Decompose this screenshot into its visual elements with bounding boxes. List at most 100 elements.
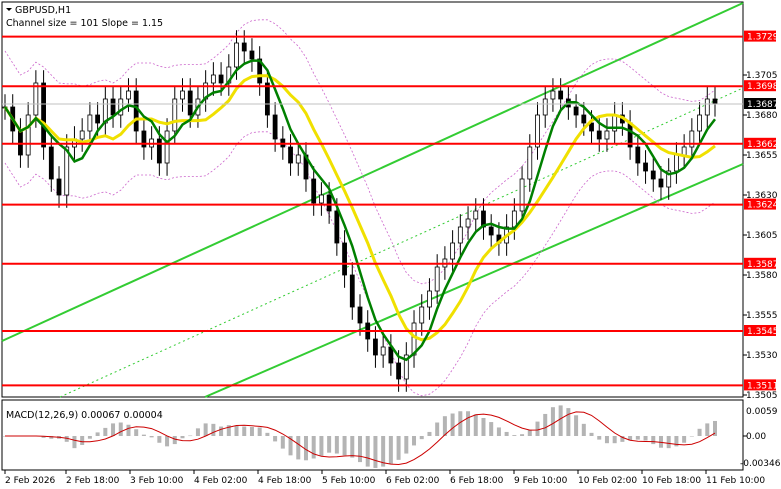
macd-bar bbox=[358, 436, 362, 463]
time-tick-label: 2 Feb 18:00 bbox=[66, 476, 120, 486]
macd-panel[interactable] bbox=[1, 399, 744, 471]
candle-body bbox=[465, 218, 471, 228]
macd-bar bbox=[427, 431, 432, 436]
macd-bar bbox=[604, 436, 609, 444]
time-tick-label: 11 Feb 10:00 bbox=[706, 476, 765, 486]
macd-bar bbox=[435, 422, 440, 436]
candle-body bbox=[41, 82, 46, 148]
macd-bar bbox=[219, 426, 224, 436]
macd-bar bbox=[111, 423, 116, 436]
candle-body bbox=[434, 266, 440, 292]
macd-bar bbox=[504, 431, 509, 436]
candle-body bbox=[87, 114, 93, 132]
macd-bar bbox=[574, 415, 579, 436]
price-tick-label: 1.3555 bbox=[746, 311, 778, 321]
macd-bar bbox=[95, 432, 100, 436]
candle-body bbox=[141, 130, 147, 148]
candle-body bbox=[473, 210, 479, 220]
macd-bar bbox=[180, 436, 185, 439]
macd-bar bbox=[350, 436, 355, 458]
macd-bar bbox=[419, 436, 424, 440]
price-tick-label: 1.3530 bbox=[746, 351, 778, 361]
level-tag bbox=[744, 137, 776, 149]
candle-body bbox=[288, 146, 293, 164]
time-tick-label: 10 Feb 02:00 bbox=[578, 476, 637, 486]
macd-bar bbox=[265, 432, 270, 436]
candle-body bbox=[519, 178, 525, 212]
level-tag bbox=[744, 198, 776, 210]
candle-body bbox=[419, 306, 425, 324]
price-axis: 1.37051.36801.36551.36301.36051.35801.35… bbox=[743, 71, 778, 401]
candle-body bbox=[272, 114, 278, 140]
macd-bar bbox=[404, 436, 409, 454]
macd-bar bbox=[195, 428, 200, 436]
macd-bar bbox=[689, 436, 694, 437]
candle-body bbox=[666, 170, 672, 188]
candle-body bbox=[295, 154, 301, 164]
macd-bar bbox=[558, 405, 563, 436]
time-tick-label: 3 Feb 10:00 bbox=[130, 476, 184, 486]
candle-body bbox=[357, 306, 363, 324]
macd-bar bbox=[327, 436, 332, 453]
candle-body bbox=[56, 178, 62, 196]
level-tag bbox=[744, 325, 776, 336]
dropdown-triangle-icon[interactable] bbox=[6, 8, 12, 11]
time-tick-label: 10 Feb 18:00 bbox=[642, 476, 701, 486]
macd-bar bbox=[388, 436, 393, 464]
macd-bar bbox=[257, 427, 262, 436]
macd-label: MACD(12,26,9) 0.00067 0.00004 bbox=[6, 410, 163, 421]
macd-bar bbox=[41, 436, 46, 438]
macd-bar bbox=[288, 436, 293, 456]
candle-body bbox=[349, 274, 355, 308]
macd-bar bbox=[496, 427, 501, 436]
macd-bar bbox=[165, 436, 170, 447]
macd-bar bbox=[49, 436, 54, 439]
macd-bar bbox=[450, 413, 455, 436]
candle-body bbox=[650, 170, 656, 180]
macd-bar bbox=[334, 436, 339, 454]
level-label: 1.3698 bbox=[747, 82, 779, 92]
support-resistance-levels[interactable]: 1.3729 1.3698 1.3662 1.3624 1.3587 1.3545 1.35… bbox=[2, 30, 779, 392]
price-tick-label: 1.3505 bbox=[746, 391, 778, 401]
moving-averages bbox=[3, 59, 716, 362]
macd-bar bbox=[682, 436, 687, 443]
macd-axis-top: 0.0059 bbox=[746, 407, 778, 417]
candle-body bbox=[589, 122, 594, 132]
macd-bar bbox=[134, 429, 139, 436]
candle-body bbox=[218, 74, 224, 84]
macd-bar bbox=[273, 436, 278, 442]
macd-bar bbox=[512, 435, 517, 436]
candle-body bbox=[79, 130, 85, 140]
macd-bar bbox=[620, 436, 625, 442]
macd-bar bbox=[473, 414, 478, 436]
level-label: 1.3511 bbox=[747, 381, 779, 391]
macd-bar bbox=[234, 425, 239, 436]
macd-bar bbox=[141, 434, 146, 436]
candle-body bbox=[681, 146, 687, 156]
macd-bar bbox=[373, 436, 378, 468]
macd-bar bbox=[203, 423, 208, 436]
macd-bar bbox=[280, 436, 285, 449]
candle-body bbox=[573, 106, 579, 116]
macd-bar bbox=[643, 436, 648, 441]
candle-body bbox=[187, 90, 193, 116]
candle-body bbox=[712, 98, 718, 105]
macd-bar bbox=[188, 435, 193, 437]
candle-body bbox=[326, 194, 332, 212]
candle-body bbox=[257, 58, 263, 84]
macd-bar bbox=[249, 427, 254, 436]
macd-bar bbox=[466, 411, 471, 436]
time-tick-label: 6 Feb 02:00 bbox=[386, 476, 440, 486]
current-price-tag: 1.3687 bbox=[744, 98, 779, 110]
macd-bar bbox=[527, 429, 532, 436]
macd-bar bbox=[520, 434, 525, 436]
level-tag bbox=[744, 257, 776, 269]
macd-signal-line bbox=[5, 411, 716, 466]
candle-body bbox=[126, 90, 131, 100]
level-label: 1.3624 bbox=[747, 201, 779, 211]
trend-channel[interactable] bbox=[1, 2, 744, 398]
macd-bar bbox=[157, 436, 162, 443]
current-price-label: 1.3687 bbox=[747, 100, 779, 110]
macd-bar bbox=[342, 436, 347, 456]
